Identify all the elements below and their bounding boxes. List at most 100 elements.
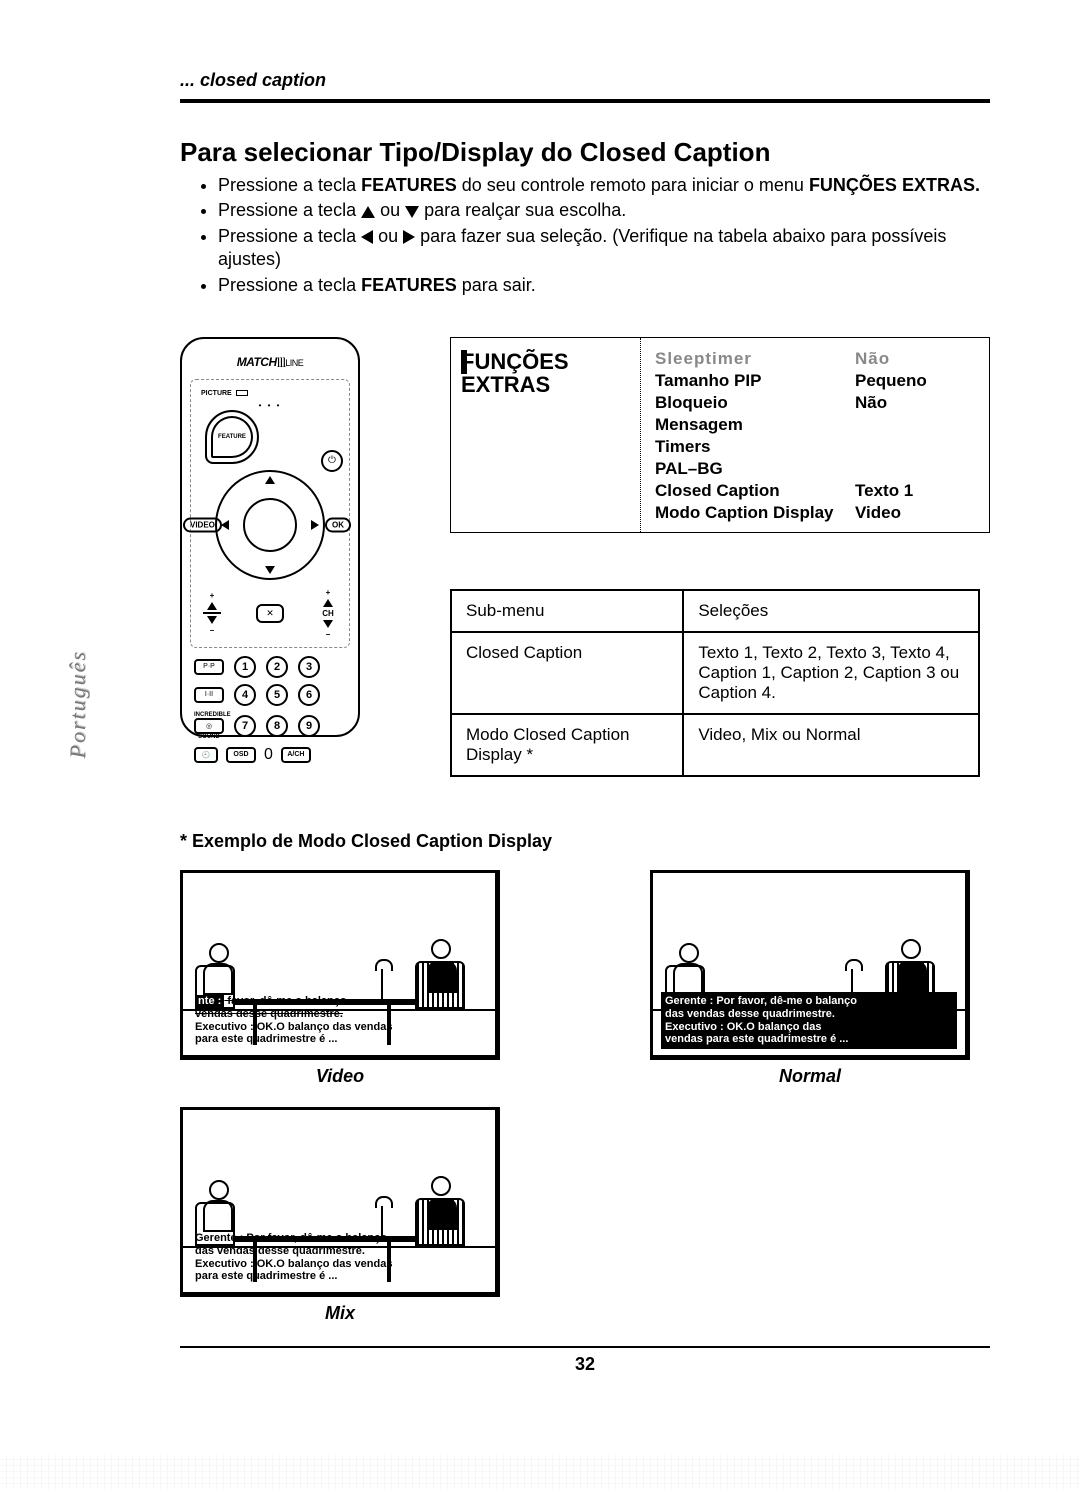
num-key: 2 xyxy=(266,656,288,678)
nav-up-icon xyxy=(265,476,275,484)
nav-left-icon xyxy=(221,520,229,530)
caption-line: Gerente : Por favor, dê-me o balanço xyxy=(665,995,857,1007)
feature-label: FEATURE xyxy=(217,434,247,440)
eq-icon xyxy=(236,390,248,396)
caption-line: vendas para este quadrimestre é ... xyxy=(665,1033,848,1045)
remote-upper-zone: PICTURE • • • FEATURE ⏻ xyxy=(190,379,350,648)
clock-button: 🕘 xyxy=(194,747,218,763)
osd-key: Tamanho PIP xyxy=(655,370,855,392)
num-key: 6 xyxy=(298,684,320,706)
arrow-down-icon xyxy=(405,206,419,218)
key-name: FEATURES xyxy=(361,175,457,195)
osd-value: Não xyxy=(855,392,975,414)
caption-line: Executivo : OK.O balanço das vendas xyxy=(195,1258,392,1270)
text: Pressione a tecla xyxy=(218,175,361,195)
caption-line: para este quadrimestre é ... xyxy=(195,1033,337,1045)
volume-rocker: +− xyxy=(199,591,225,635)
table-row: Closed Caption Texto 1, Texto 2, Texto 3… xyxy=(451,632,979,714)
menu-name: FUNÇÕES EXTRAS. xyxy=(809,175,980,195)
osd-row: Mensagem xyxy=(655,414,975,436)
ok-button: OK xyxy=(325,517,351,532)
footnote: * Exemplo de Modo Closed Caption Display xyxy=(180,831,990,852)
instruction-item: Pressione a tecla FEATURES do seu contro… xyxy=(218,174,990,197)
text: Pressione a tecla xyxy=(218,200,361,220)
page-title: Para selecionar Tipo/Display do Closed C… xyxy=(180,137,990,168)
example-normal: Gerente : Por favor, dê-me o balanço das… xyxy=(650,870,970,1087)
num-key: 7 xyxy=(234,715,256,737)
text: do seu controle remoto para iniciar o me… xyxy=(457,175,809,195)
scan-noise xyxy=(0,1455,1080,1489)
num-key: 4 xyxy=(234,684,256,706)
osd-value xyxy=(855,414,975,436)
text: para sair. xyxy=(457,275,536,295)
pp-button: P·P xyxy=(194,659,224,675)
osd-value: Não xyxy=(855,348,975,370)
remote-brand: MATCHlllLINE xyxy=(190,355,350,371)
submenu-table: Sub-menu Seleções Closed Caption Texto 1… xyxy=(450,589,980,777)
num-key: 5 xyxy=(266,684,288,706)
arrow-left-icon xyxy=(361,230,373,244)
text: ou xyxy=(375,200,405,220)
osd-key: Modo Caption Display xyxy=(655,502,855,524)
ch-label: CH xyxy=(322,609,334,618)
caption-line: das vendas desse quadrimestre. xyxy=(195,1245,365,1257)
caption-line: Executivo : OK.O balanço das vendas xyxy=(195,1021,392,1033)
osd-row: Tamanho PIPPequeno xyxy=(655,370,975,392)
caption-line: Gerente : Por favor, dê-me o balanço xyxy=(195,1232,387,1244)
osd-button: OSD xyxy=(226,747,256,763)
osd-row: Modo Caption DisplayVideo xyxy=(655,502,975,524)
mute-button: ✕ xyxy=(256,604,284,623)
osd-row: SleeptimerNão xyxy=(655,348,975,370)
power-button-icon: ⏻ xyxy=(321,450,343,472)
osd-row: Timers xyxy=(655,436,975,458)
example-label: Normal xyxy=(650,1066,970,1087)
num-key: 1 xyxy=(234,656,256,678)
osd-row: PAL–BG xyxy=(655,458,975,480)
feature-button: FEATURE xyxy=(205,410,259,464)
text: ou xyxy=(373,226,403,246)
sound-label: SOUND xyxy=(194,734,224,740)
table-cell: Closed Caption xyxy=(451,632,683,714)
osd-value: Pequeno xyxy=(855,370,975,392)
key-name: FEATURES xyxy=(361,275,457,295)
osd-menu-panel: FUNÇÕES EXTRAS SleeptimerNãoTamanho PIPP… xyxy=(450,337,990,533)
example-mix: Gerente : Por favor, dê-me o balanço das… xyxy=(180,1107,500,1324)
osd-value: Video xyxy=(855,502,975,524)
caption-overlay: Gerente : Por favor, dê-me o balanço das… xyxy=(191,1229,487,1286)
table-header: Sub-menu xyxy=(451,590,683,632)
osd-key: PAL–BG xyxy=(655,458,855,480)
osd-key: Mensagem xyxy=(655,414,855,436)
osd-row: BloqueioNão xyxy=(655,392,975,414)
instruction-list: Pressione a tecla FEATURES do seu contro… xyxy=(218,174,990,297)
text: para realçar sua escolha. xyxy=(419,200,626,220)
osd-value: Texto 1 xyxy=(855,480,975,502)
page-number: 32 xyxy=(180,1354,990,1375)
caption-line: das vendas desse quadrimestre. xyxy=(665,1008,835,1020)
num-key: 0 xyxy=(264,746,273,764)
osd-key: Closed Caption xyxy=(655,480,855,502)
arrow-up-icon xyxy=(361,206,375,218)
arrow-right-icon xyxy=(403,230,415,244)
ii-button: I·II xyxy=(194,687,224,703)
num-key: 9 xyxy=(298,715,320,737)
text: Pressione a tecla xyxy=(218,275,361,295)
table-cell: Video, Mix ou Normal xyxy=(683,714,979,776)
osd-row: Closed CaptionTexto 1 xyxy=(655,480,975,502)
cc-button: ◎ xyxy=(194,718,224,734)
caption-line: para este quadrimestre é ... xyxy=(195,1270,337,1282)
osd-value xyxy=(855,458,975,480)
rule-bottom xyxy=(180,1346,990,1348)
nav-right-icon xyxy=(311,520,319,530)
num-key: 8 xyxy=(266,715,288,737)
osd-title-line: EXTRAS xyxy=(461,373,630,396)
indicator-dots: • • • xyxy=(195,401,345,410)
rule-top xyxy=(180,99,990,103)
instruction-item: Pressione a tecla ou para realçar sua es… xyxy=(218,199,990,222)
nav-donut: VIDEO OK xyxy=(215,470,325,580)
instruction-item: Pressione a tecla FEATURES para sair. xyxy=(218,274,990,297)
caption-line: Executivo : OK.O balanço das xyxy=(665,1021,822,1033)
numeric-keypad: P·P 1 2 3 I·II 4 5 6 INCREDIBLE xyxy=(190,656,350,764)
example-label: Video xyxy=(180,1066,500,1087)
osd-key: Sleeptimer xyxy=(655,348,855,370)
table-cell: Modo Closed Caption Display * xyxy=(451,714,683,776)
